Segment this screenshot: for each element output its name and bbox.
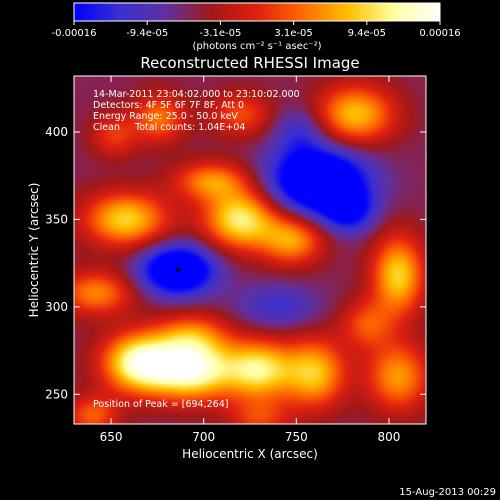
colorbar-strip [73,2,441,22]
colorbar-tick-label: 3.1e-05 [274,28,312,39]
x-tick-label: 750 [285,430,308,444]
colorbar-tick-label: 0.00016 [419,28,460,39]
x-axis-label: Heliocentric X (arcsec) [182,447,318,461]
chart-title: Reconstructed RHESSI Image [140,54,359,72]
axis-ticks: 650 700 750 800 250 300 350 400 [45,76,426,444]
y-tick-label: 250 [45,387,68,401]
y-tick-label: 400 [45,125,68,139]
colorbar-tick-label: -0.00016 [52,28,97,39]
y-axis-label: Heliocentric Y (arcsec) [27,183,41,318]
colorbar-tick-label: -9.4e-05 [126,28,168,39]
colorbar: -0.00016 -9.4e-05 -3.1e-05 3.1e-05 9.4e-05 0.… [52,2,461,52]
heatmap-image [74,76,426,424]
peak-position-label: Position of Peak = [694,264] [93,399,228,410]
heatmap-area [74,76,426,424]
x-tick-label: 650 [100,430,123,444]
y-tick-label: 350 [45,212,68,226]
info-energy-range: Energy Range: 25.0 - 50.0 keV [93,111,238,122]
y-tick-label: 300 [45,300,68,314]
plot-frame [73,75,427,425]
colorbar-tick-label: -3.1e-05 [199,28,241,39]
x-tick-label: 800 [377,430,400,444]
peak-marker [175,268,180,273]
x-tick-label: 700 [192,430,215,444]
colorbar-units-label: (photons cm⁻² s⁻¹ asec⁻²) [192,41,321,52]
colorbar-tick-label: 9.4e-05 [348,28,386,39]
info-total-counts: Clean Total counts: 1.04E+04 [93,122,245,133]
info-time-range: 14-Mar-2011 23:04:02.000 to 23:10:02.000 [93,89,300,100]
colorbar-ticks: -0.00016 -9.4e-05 -3.1e-05 3.1e-05 9.4e-05 0.… [52,21,461,39]
info-block: 14-Mar-2011 23:04:02.000 to 23:10:02.000… [93,89,300,410]
info-detectors: Detectors: 4F 5F 6F 7F 8F, Att 0 [93,100,244,111]
footer-timestamp: 15-Aug-2013 00:29 [399,487,496,498]
